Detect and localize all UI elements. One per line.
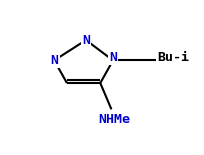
Text: NHMe: NHMe (98, 113, 130, 126)
Text: N: N (50, 54, 58, 67)
Text: N: N (82, 34, 90, 47)
Text: Bu-i: Bu-i (157, 51, 188, 64)
Text: N: N (109, 51, 116, 64)
